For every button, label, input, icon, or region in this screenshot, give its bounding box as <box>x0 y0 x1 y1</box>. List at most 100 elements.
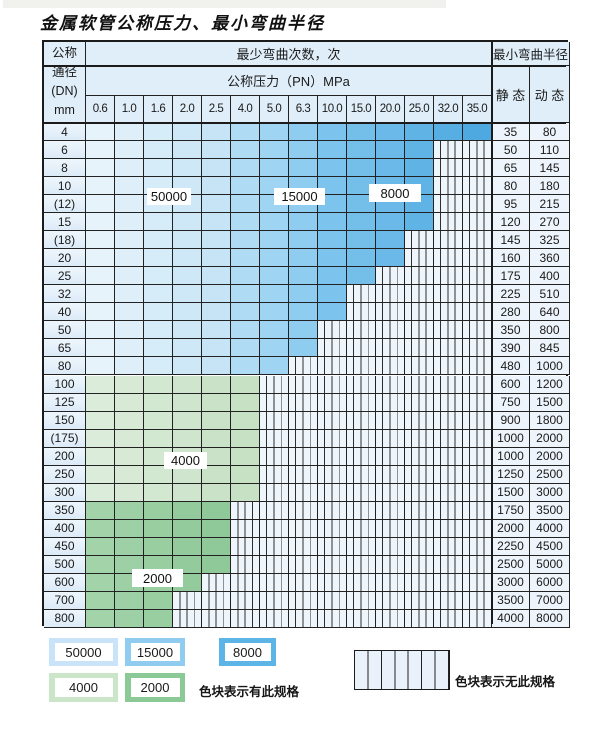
tick-separator-line <box>44 122 566 124</box>
cycle-count-label: 8000 <box>369 184 421 202</box>
grid-cell-available <box>86 501 115 520</box>
grid-cell-unavailable <box>434 285 463 304</box>
static-value-cell: 50 <box>492 141 530 160</box>
grid-cell-available <box>260 303 289 322</box>
grid-cell-unavailable <box>376 537 405 556</box>
grid-cell-available <box>86 213 115 232</box>
grid-cell-unavailable <box>347 537 376 556</box>
grid-cell-unavailable <box>173 609 202 628</box>
dynamic-value-cell: 2000 <box>530 447 570 466</box>
grid-cell-available <box>231 123 260 142</box>
grid-cell-available <box>115 321 144 340</box>
grid-cell-available <box>144 465 173 484</box>
dynamic-value-cell: 3500 <box>530 501 570 520</box>
grid-cell-available <box>289 303 318 322</box>
grid-cell-available <box>231 393 260 412</box>
dynamic-value-cell: 270 <box>530 213 570 232</box>
grid-cell-available <box>86 195 115 214</box>
grid-cell-unavailable <box>260 555 289 574</box>
grid-cell-available <box>86 483 115 502</box>
grid-cell-available <box>231 465 260 484</box>
grid-cell-available <box>318 231 347 250</box>
grid-cell-available <box>86 429 115 448</box>
grid-cell-available <box>260 213 289 232</box>
legend-swatch-label: 8000 <box>224 643 271 661</box>
grid-cell-unavailable <box>405 483 434 502</box>
grid-cell-available <box>173 213 202 232</box>
dynamic-value-cell: 5000 <box>530 555 570 574</box>
static-value-cell: 3000 <box>492 573 530 592</box>
grid-cell-available <box>115 249 144 268</box>
legend-has-spec-text: 色块表示有此规格 <box>199 685 300 699</box>
grid-cell-available <box>318 249 347 268</box>
grid-cell-unavailable <box>434 231 463 250</box>
grid-cell-available <box>347 249 376 268</box>
legend-swatch-2000: 2000 <box>125 673 185 702</box>
dynamic-value-cell: 145 <box>530 159 570 178</box>
dn-cell: 250 <box>44 465 86 484</box>
grid-cell-unavailable <box>405 429 434 448</box>
dynamic-value-cell: 4500 <box>530 537 570 556</box>
grid-cell-available <box>173 357 202 376</box>
pressure-tick-cell: 2.0 <box>173 96 202 123</box>
dynamic-value-cell: 8000 <box>530 609 570 628</box>
grid-cell-unavailable <box>434 591 463 610</box>
grid-cell-unavailable <box>318 321 347 340</box>
grid-cell-unavailable <box>463 573 492 592</box>
grid-cell-available <box>144 393 173 412</box>
grid-cell-available <box>289 249 318 268</box>
dn-cell: 6 <box>44 141 86 160</box>
grid-cell-available <box>289 285 318 304</box>
grid-cell-available <box>231 321 260 340</box>
dynamic-header: 动 态 <box>530 66 570 123</box>
grid-cell-available <box>86 411 115 430</box>
grid-cell-unavailable <box>260 429 289 448</box>
grid-cell-unavailable <box>434 609 463 628</box>
grid-cell-unavailable <box>289 411 318 430</box>
grid-cell-unavailable <box>318 483 347 502</box>
grid-cell-available <box>173 303 202 322</box>
pressure-tick-cell: 1.0 <box>115 96 144 123</box>
grid-cell-available <box>260 231 289 250</box>
dn-header-line: 通径 <box>51 65 77 79</box>
grid-cell-unavailable <box>463 411 492 430</box>
grid-cell-unavailable <box>260 591 289 610</box>
grid-cell-unavailable <box>347 303 376 322</box>
static-value-cell: 350 <box>492 321 530 340</box>
grid-cell-unavailable <box>260 411 289 430</box>
grid-cell-unavailable <box>289 501 318 520</box>
grid-cell-unavailable <box>463 249 492 268</box>
grid-cell-unavailable <box>318 555 347 574</box>
dn-cell: 8 <box>44 159 86 178</box>
grid-cell-unavailable <box>463 609 492 628</box>
grid-cell-available <box>115 483 144 502</box>
dynamic-value-cell: 2000 <box>530 429 570 448</box>
grid-cell-available <box>86 159 115 178</box>
grid-cell-available <box>434 123 463 142</box>
grid-cell-unavailable <box>405 411 434 430</box>
grid-cell-available <box>115 159 144 178</box>
dn-cell: 32 <box>44 285 86 304</box>
dn-cell: 10 <box>44 177 86 196</box>
grid-cell-available <box>202 195 231 214</box>
legend-swatch-label: 50000 <box>54 643 113 661</box>
dynamic-value-cell: 1200 <box>530 375 570 394</box>
grid-cell-available <box>86 573 115 592</box>
grid-cell-available <box>202 123 231 142</box>
grid-cell-available <box>202 303 231 322</box>
grid-cell-available <box>86 285 115 304</box>
grid-cell-available <box>144 375 173 394</box>
static-value-cell: 2000 <box>492 519 530 538</box>
pressure-tick-cell: 20.0 <box>376 96 405 123</box>
dynamic-value-cell: 640 <box>530 303 570 322</box>
grid-cell-unavailable <box>318 519 347 538</box>
grid-cell-unavailable <box>463 141 492 160</box>
grid-cell-available <box>144 519 173 538</box>
legend-swatch-label: 2000 <box>130 678 180 697</box>
grid-cell-unavailable <box>405 573 434 592</box>
static-value-cell: 480 <box>492 357 530 376</box>
grid-cell-available <box>318 303 347 322</box>
grid-cell-unavailable <box>289 537 318 556</box>
grid-cell-unavailable <box>231 501 260 520</box>
grid-cell-available <box>347 159 376 178</box>
